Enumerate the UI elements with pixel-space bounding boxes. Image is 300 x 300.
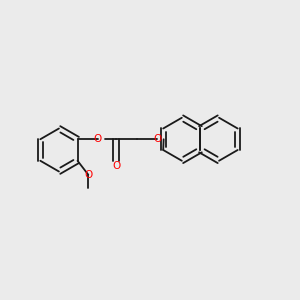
Text: O: O	[153, 134, 161, 144]
Text: O: O	[94, 134, 102, 144]
Text: O: O	[84, 170, 92, 180]
Text: O: O	[112, 160, 120, 170]
